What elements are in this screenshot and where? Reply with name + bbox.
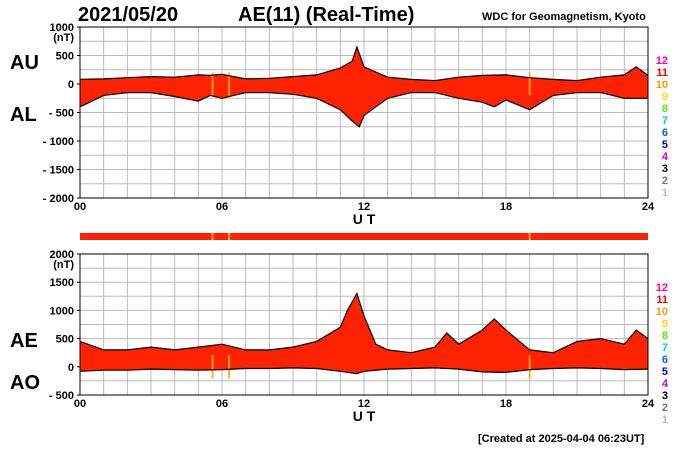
panel1-ytick-0: 1000 [50,22,74,34]
series-label-ae: AE [10,330,38,352]
panel1-legend-entry-8: 8 [662,103,668,115]
panel1-ytick-2: 0 [68,79,74,91]
panel1-series-line-au [79,45,649,82]
panel1-legend-entry-7: 7 [662,115,668,127]
panel1-data-highlight-0 [211,72,214,96]
panel1-fill-area [80,47,648,127]
panel2-legend-entry-6: 6 [662,354,668,366]
panel2-xtick-4: 24 [642,398,655,410]
panel2-legend-entry-7: 7 [662,342,668,354]
panel2-ytick-5: - 500 [49,390,74,402]
panel2-legend-entry-11: 11 [656,294,668,306]
panel2-legend-entry-3: 3 [662,390,668,402]
panel1-series-line-al [79,92,648,128]
panel2-fill-area [80,293,648,374]
panel2-data-highlight-0 [211,355,214,379]
panel1-xtick-0: 00 [74,201,86,213]
panel2-xaxis-label: U T [353,408,376,424]
panel2-frame [79,253,649,396]
panel2-legend-entry-1: 1 [662,414,668,426]
panel2-xtick-2: 12 [358,398,370,410]
panel2-xtick-0: 00 [74,398,86,410]
panel1-ytick-1: 500 [56,51,74,63]
panel2-series-line-ae [79,291,649,354]
panel2-legend-entry-12: 12 [656,282,668,294]
series-label-al: AL [10,104,37,126]
panel1-legend-entry-4: 4 [662,151,669,163]
panel2-xtick-1: 06 [216,398,228,410]
panel2-xtick-3: 18 [500,398,512,410]
panel1-ytick-6: - 2000 [43,193,74,205]
panel1-legend-entry-10: 10 [656,79,668,91]
panel1-legend-entry-6: 6 [662,127,668,139]
panel1-data-highlight-2 [528,72,531,96]
panel2-legend-entry-8: 8 [662,330,668,342]
panel2-legend-entry-5: 5 [662,366,668,378]
panel1-xaxis-label: U T [353,211,376,227]
panel1-data-highlight-1 [228,72,231,96]
panel2-status-highlight-2 [528,233,531,240]
panel2-legend-entry-4: 4 [662,378,669,390]
panel2-status-highlight-0 [211,233,214,240]
panel1-ytick-5: - 1500 [43,165,74,177]
panel1-xtick-3: 18 [500,201,512,213]
panel1-legend-entry-11: 11 [656,67,668,79]
panel2-status-highlight-1 [228,233,231,240]
panel2-ytick-2: 1000 [50,305,74,317]
panel2-series-line-ao [79,367,649,375]
panel2-unit-label: (nT) [53,259,74,271]
date-label: 2021/05/20 [78,4,179,26]
panel2-legend-entry-2: 2 [662,402,668,414]
panel1-legend-entry-1: 1 [662,187,668,199]
panel2-status-strip [80,233,648,240]
panel1-xtick-1: 06 [216,201,228,213]
panel1-xtick-4: 24 [642,201,655,213]
panel1-legend-entry-5: 5 [662,139,668,151]
panel1-xtick-2: 12 [358,201,370,213]
panel2-ytick-1: 1500 [50,277,74,289]
panel1-unit-label: (nT) [53,32,74,44]
panel2-data-highlight-1 [228,355,231,379]
chart-title: AE(11) (Real-Time) [238,4,415,26]
panel1-legend-entry-3: 3 [662,163,668,175]
panel2-ytick-3: 500 [56,334,74,346]
panel2-legend-entry-10: 10 [656,306,668,318]
panel1-legend-entry-9: 9 [662,91,668,103]
source-label: WDC for Geomagnetism, Kyoto [482,11,646,23]
series-label-au: AU [10,52,39,74]
panel2-ytick-4: 0 [68,362,74,374]
panel2-legend-entry-9: 9 [662,318,668,330]
panel1-ytick-3: - 500 [49,108,74,120]
panel2-data-highlight-2 [528,355,531,379]
panel1-legend-entry-2: 2 [662,175,668,187]
series-label-ao: AO [10,372,40,394]
panel1-ytick-4: - 1000 [43,136,74,148]
panel2-ytick-0: 2000 [50,249,74,261]
created-timestamp: [Created at 2025-04-04 06:23UT] [478,433,645,445]
panel1-legend-entry-12: 12 [656,55,668,67]
